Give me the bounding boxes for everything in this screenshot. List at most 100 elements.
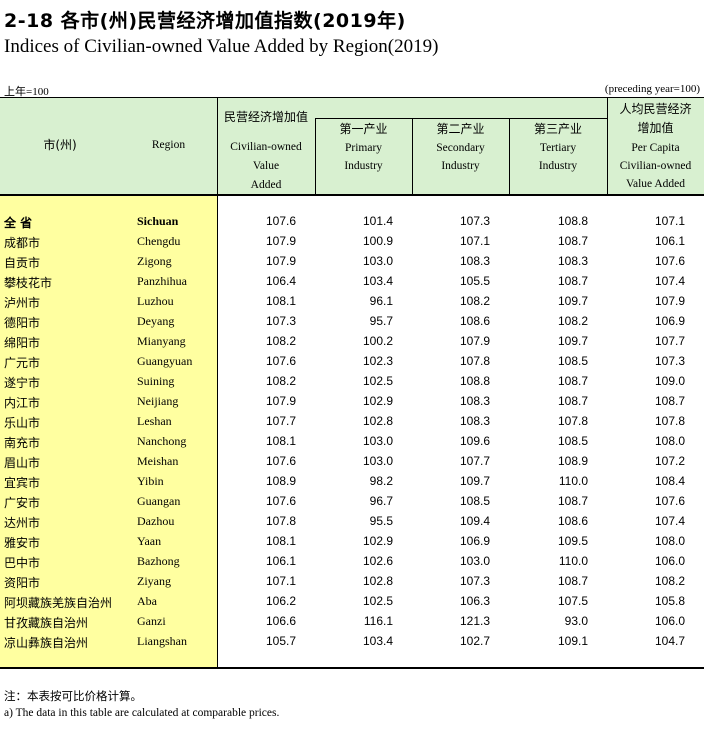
value-primary: 103.4 xyxy=(362,274,393,288)
value-per-capita: 107.1 xyxy=(654,214,685,228)
value-civilian-owned: 107.3 xyxy=(265,314,296,328)
table-row: 广元市 Guangyuan 107.6 102.3 107.8 108.5 107.3 xyxy=(0,351,704,371)
header-shading xyxy=(0,98,704,194)
value-per-capita: 106.9 xyxy=(654,314,685,328)
header-bottom-rule xyxy=(0,194,704,196)
table-row: 广安市 Guangan 107.6 96.7 108.5 108.7 107.6 xyxy=(0,491,704,511)
value-tertiary: 109.5 xyxy=(557,534,588,548)
value-per-capita: 109.0 xyxy=(654,374,685,388)
region-name-en: Panzhihua xyxy=(137,274,187,288)
footnote-cn: 注：本表按可比价格计算。 xyxy=(4,689,142,703)
value-secondary: 106.3 xyxy=(459,594,490,608)
unit-label-en: (preceding year=100) xyxy=(604,83,700,95)
region-name-en: Deyang xyxy=(137,314,175,328)
table-row: 绵阳市 Mianyang 108.2 100.2 107.9 109.7 107.7 xyxy=(0,331,704,351)
region-name-cn: 宜宾市 xyxy=(4,476,41,490)
value-tertiary: 108.5 xyxy=(557,434,588,448)
value-primary: 103.0 xyxy=(362,454,393,468)
value-secondary: 108.2 xyxy=(459,294,490,308)
table-row: 全 省 Sichuan 107.6 101.4 107.3 108.8 107.1 xyxy=(0,211,704,231)
value-secondary: 108.3 xyxy=(459,254,490,268)
header-secondary-en-2: Industry xyxy=(441,160,480,172)
value-tertiary: 108.7 xyxy=(557,274,588,288)
value-tertiary: 108.7 xyxy=(557,374,588,388)
region-name-en: Nanchong xyxy=(137,434,187,448)
value-secondary: 107.7 xyxy=(459,454,490,468)
region-name-cn: 攀枝花市 xyxy=(4,276,53,290)
region-name-cn: 遂宁市 xyxy=(4,376,41,390)
value-secondary: 105.5 xyxy=(459,274,490,288)
region-name-cn: 全 省 xyxy=(4,216,33,230)
header-percap-en-3: Value Added xyxy=(625,178,686,190)
region-name-cn: 眉山市 xyxy=(4,456,41,470)
table-row: 甘孜藏族自治州 Ganzi 106.6 116.1 121.3 93.0 106.0 xyxy=(0,611,704,631)
value-tertiary: 108.2 xyxy=(557,314,588,328)
value-primary: 95.5 xyxy=(369,514,393,528)
header-secondary-en-1: Secondary xyxy=(436,142,485,154)
region-name-en: Mianyang xyxy=(137,334,186,348)
value-per-capita: 108.4 xyxy=(654,474,685,488)
region-name-cn: 达州市 xyxy=(4,516,41,530)
value-civilian-owned: 108.1 xyxy=(265,534,296,548)
header-region-en: Region xyxy=(151,139,186,151)
value-tertiary: 108.5 xyxy=(557,354,588,368)
value-tertiary: 108.7 xyxy=(557,394,588,408)
header-primary-en-2: Industry xyxy=(344,160,383,172)
value-secondary: 109.6 xyxy=(459,434,490,448)
value-primary: 102.9 xyxy=(362,394,393,408)
value-tertiary: 108.7 xyxy=(557,574,588,588)
region-name-cn: 内江市 xyxy=(4,396,41,410)
value-secondary: 103.0 xyxy=(459,554,490,568)
value-per-capita: 105.8 xyxy=(654,594,685,608)
value-civilian-owned: 107.6 xyxy=(265,354,296,368)
value-primary: 102.6 xyxy=(362,554,393,568)
value-civilian-owned: 106.6 xyxy=(265,614,296,628)
table-row: 阿坝藏族羌族自治州 Aba 106.2 102.5 106.3 107.5 105.8 xyxy=(0,591,704,611)
value-tertiary: 107.5 xyxy=(557,594,588,608)
region-name-cn: 甘孜藏族自治州 xyxy=(4,616,89,630)
value-per-capita: 104.7 xyxy=(654,634,685,648)
region-name-en: Guangan xyxy=(137,494,181,508)
value-tertiary: 109.7 xyxy=(557,294,588,308)
value-secondary: 108.6 xyxy=(459,314,490,328)
region-name-en: Ziyang xyxy=(137,574,171,588)
value-civilian-owned: 106.1 xyxy=(265,554,296,568)
value-secondary: 107.3 xyxy=(459,574,490,588)
table-row: 达州市 Dazhou 107.8 95.5 109.4 108.6 107.4 xyxy=(0,511,704,531)
value-civilian-owned: 107.9 xyxy=(265,234,296,248)
header-percap-cn-2: 增加值 xyxy=(637,121,674,135)
value-tertiary: 110.0 xyxy=(558,554,588,568)
region-name-en: Bazhong xyxy=(137,554,180,568)
region-name-cn: 泸州市 xyxy=(4,296,41,310)
table-row: 雅安市 Yaan 108.1 102.9 106.9 109.5 108.0 xyxy=(0,531,704,551)
value-per-capita: 107.7 xyxy=(654,334,685,348)
value-civilian-owned: 107.6 xyxy=(265,214,296,228)
value-primary: 103.0 xyxy=(362,434,393,448)
value-civilian-owned: 108.9 xyxy=(265,474,296,488)
region-name-en: Guangyuan xyxy=(137,354,193,368)
value-primary: 100.9 xyxy=(362,234,393,248)
region-name-cn: 阿坝藏族羌族自治州 xyxy=(4,596,113,610)
value-secondary: 108.3 xyxy=(459,394,490,408)
region-name-cn: 绵阳市 xyxy=(4,336,41,350)
table-row: 南充市 Nanchong 108.1 103.0 109.6 108.5 108.0 xyxy=(0,431,704,451)
value-tertiary: 108.7 xyxy=(557,234,588,248)
value-primary: 116.1 xyxy=(363,614,393,628)
value-primary: 102.9 xyxy=(362,534,393,548)
region-name-cn: 成都市 xyxy=(4,236,41,250)
value-primary: 102.5 xyxy=(362,594,393,608)
region-name-cn: 南充市 xyxy=(4,436,41,450)
region-name-en: Luzhou xyxy=(137,294,174,308)
value-secondary: 107.9 xyxy=(459,334,490,348)
value-per-capita: 107.6 xyxy=(654,494,685,508)
table-row: 凉山彝族自治州 Liangshan 105.7 103.4 102.7 109.1 104.… xyxy=(0,631,704,651)
value-civilian-owned: 107.7 xyxy=(265,414,296,428)
table-row: 内江市 Neijiang 107.9 102.9 108.3 108.7 108.7 xyxy=(0,391,704,411)
value-secondary: 109.4 xyxy=(459,514,490,528)
region-name-en: Neijiang xyxy=(137,394,179,408)
value-tertiary: 110.0 xyxy=(558,474,588,488)
value-per-capita: 108.2 xyxy=(654,574,685,588)
value-primary: 102.8 xyxy=(362,574,393,588)
value-tertiary: 108.8 xyxy=(557,214,588,228)
table-row: 成都市 Chengdu 107.9 100.9 107.1 108.7 106.1 xyxy=(0,231,704,251)
